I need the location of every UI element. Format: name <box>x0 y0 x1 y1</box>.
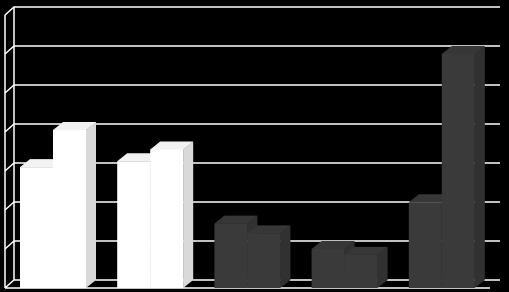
bar <box>150 141 194 288</box>
bar-face <box>408 202 442 288</box>
bar-face <box>441 46 485 54</box>
bar <box>344 246 388 288</box>
bar <box>53 122 96 288</box>
grid-line <box>4 45 500 55</box>
bar-face <box>150 141 194 150</box>
bar <box>441 46 485 288</box>
bar-face <box>86 122 96 288</box>
bar-face <box>247 233 281 288</box>
bar-face <box>117 161 151 288</box>
bar-face <box>344 254 378 288</box>
grid-line <box>4 6 500 16</box>
bar-face <box>441 54 475 288</box>
bar-face <box>117 153 161 162</box>
bar-face <box>150 149 184 288</box>
bar-face <box>344 246 388 255</box>
bar <box>247 225 291 288</box>
bar-face <box>377 246 388 288</box>
bar-face <box>214 223 248 288</box>
bar-face <box>474 46 485 288</box>
bar-face <box>20 167 53 288</box>
bar-face <box>53 130 86 288</box>
bar-face <box>53 122 96 131</box>
bar-face <box>20 159 63 168</box>
bar-face <box>408 194 452 203</box>
bar-face <box>247 225 291 234</box>
bar-face <box>214 215 258 224</box>
bar-face <box>280 225 291 288</box>
bar-face <box>311 241 355 249</box>
grid-line <box>4 201 500 211</box>
bar-face <box>311 249 345 288</box>
grid-line <box>4 123 500 133</box>
grid-line <box>4 162 500 172</box>
grid-line <box>4 84 500 94</box>
bar-face <box>183 141 194 288</box>
